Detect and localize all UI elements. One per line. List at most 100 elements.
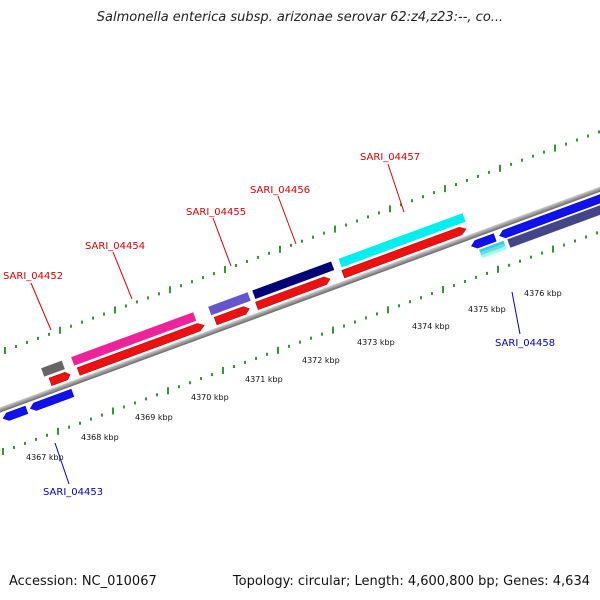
gene-reverse-large[interactable]	[507, 201, 600, 248]
tick-mark	[464, 280, 466, 283]
label-sari-04455[interactable]: SARI_04455	[186, 207, 246, 218]
tick-mark	[24, 441, 26, 445]
label-sari-04457[interactable]: SARI_04457	[360, 152, 420, 163]
tick-mark	[277, 346, 279, 354]
tick-mark	[563, 243, 565, 247]
leader-sari-04456	[277, 195, 297, 245]
cds-reverse[interactable]	[470, 233, 497, 250]
scale-label: 4374 kbp	[412, 322, 450, 331]
tick-mark	[57, 427, 59, 435]
tick-mark	[334, 225, 336, 233]
tick-mark	[343, 324, 345, 328]
tick-mark	[530, 255, 532, 259]
scale-label: 4375 kbp	[468, 305, 506, 314]
tick-mark	[37, 336, 39, 340]
tick-mark	[477, 174, 479, 178]
tick-mark	[244, 360, 246, 364]
tick-mark	[222, 367, 224, 374]
leader-sari-04458	[511, 291, 521, 335]
tick-mark	[235, 264, 237, 267]
scale-label: 4373 kbp	[357, 338, 395, 347]
cds-forward[interactable]	[255, 275, 331, 310]
tick-mark	[299, 340, 301, 344]
cds-reverse[interactable]	[2, 405, 29, 422]
gene-sari-04452[interactable]	[41, 360, 65, 377]
tick-mark	[422, 195, 424, 199]
label-sari-04454[interactable]: SARI_04454	[85, 241, 145, 252]
tick-mark	[46, 433, 48, 437]
cds-forward[interactable]	[341, 225, 468, 279]
leader-sari-04455	[212, 217, 232, 267]
tick-mark	[101, 413, 103, 417]
tick-mark	[387, 306, 389, 314]
tick-mark	[486, 271, 488, 275]
tick-mark	[552, 245, 554, 253]
leader-sari-04452	[30, 282, 52, 331]
tick-mark	[103, 312, 105, 316]
tick-mark	[290, 243, 292, 247]
tick-mark	[158, 292, 160, 296]
label-sari-04452[interactable]: SARI_04452	[3, 271, 63, 282]
tick-mark	[257, 255, 259, 259]
tick-mark	[211, 373, 213, 377]
tick-mark	[191, 280, 193, 284]
gene-sari-04454[interactable]	[71, 312, 197, 366]
tick-mark	[233, 365, 235, 368]
tick-mark	[596, 231, 598, 235]
tick-mark	[367, 215, 369, 219]
tick-mark	[301, 239, 303, 243]
label-sari-04453[interactable]: SARI_04453	[43, 487, 103, 498]
tick-mark	[145, 397, 147, 401]
gene-sari-04456[interactable]	[252, 261, 335, 299]
tick-mark	[26, 340, 28, 344]
cds-reverse[interactable]	[29, 388, 75, 412]
tick-mark	[356, 219, 358, 223]
tick-mark	[508, 263, 510, 267]
tick-mark	[15, 345, 17, 348]
tick-mark	[332, 326, 334, 334]
gene-sari-04458[interactable]	[479, 240, 505, 253]
tick-mark	[510, 162, 512, 166]
tick-mark	[420, 296, 422, 300]
tick-mark	[499, 164, 501, 172]
tick-mark	[200, 377, 202, 381]
tick-mark	[354, 320, 356, 324]
tick-mark	[453, 284, 455, 287]
gene-sari-04458-c[interactable]	[481, 246, 507, 259]
tick-mark	[68, 425, 70, 429]
map-title: Salmonella enterica subsp. arizonae sero…	[96, 10, 504, 25]
tick-mark	[598, 130, 600, 134]
tick-mark	[92, 316, 94, 320]
tick-mark	[400, 203, 402, 207]
tick-mark	[134, 401, 136, 405]
tick-mark	[323, 231, 325, 235]
tick-mark	[488, 170, 490, 174]
gene-sari-04455[interactable]	[208, 292, 251, 316]
gene-sari-04458-b[interactable]	[480, 243, 506, 256]
scale-label: 4376 kbp	[524, 289, 562, 298]
tick-mark	[147, 296, 149, 300]
cds-forward[interactable]	[76, 321, 206, 376]
tick-mark	[543, 150, 545, 154]
tick-mark	[409, 300, 411, 304]
tick-mark	[169, 286, 171, 294]
tick-mark	[202, 276, 204, 280]
label-sari-04458[interactable]: SARI_04458	[495, 338, 555, 349]
cds-forward[interactable]	[213, 305, 251, 326]
tick-mark	[268, 251, 270, 255]
tick-mark	[376, 312, 378, 316]
label-sari-04456[interactable]: SARI_04456	[250, 185, 310, 196]
tick-mark	[90, 417, 92, 421]
scale-label: 4370 kbp	[191, 393, 229, 402]
tick-mark	[70, 324, 72, 328]
tick-mark	[4, 347, 6, 354]
tick-mark	[48, 332, 50, 336]
tick-mark	[345, 223, 347, 227]
tick-mark	[136, 300, 138, 304]
cds-forward[interactable]	[48, 371, 71, 386]
tick-mark	[2, 448, 4, 455]
cds-reverse[interactable]	[498, 193, 600, 240]
leader-sari-04454	[112, 251, 133, 300]
scale-label: 4367 kbp	[26, 453, 64, 462]
gene-sari-04457[interactable]	[338, 213, 466, 268]
